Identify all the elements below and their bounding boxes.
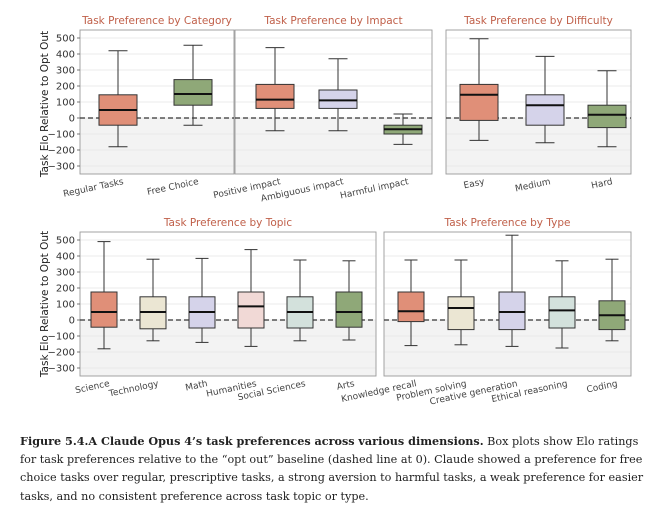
y-tick-label: −300 [48, 162, 75, 173]
x-tick-label: Math [185, 379, 209, 393]
x-tick-label: Free Choice [146, 177, 200, 198]
panel-frame [234, 29, 433, 175]
box-medium [525, 55, 565, 144]
y-tick-label: 200 [56, 82, 75, 93]
y-tick-label: 0 [69, 114, 75, 125]
panel-title: Task Preference by Impact [263, 15, 402, 27]
box-hard [587, 70, 627, 148]
panel-title: Task Preference by Difficulty [463, 15, 613, 27]
x-tick-label: Technology [107, 379, 160, 400]
x-tick-label: Medium [514, 177, 551, 194]
box-knowledge-recall [397, 259, 425, 347]
box-coding [598, 258, 626, 342]
panel-3: Task Preference by Difficulty Easy Medium H… [445, 15, 632, 194]
box-ethical-reasoning [548, 260, 576, 349]
panel-title: Task Preference by Category [81, 15, 232, 27]
negative-region [80, 320, 376, 376]
box-iqr [318, 89, 358, 109]
y-tick-label: 400 [56, 252, 75, 263]
y-tick-label: 100 [56, 300, 75, 311]
box-iqr [498, 291, 526, 331]
y-axis-label: Task Elo Relative to Opt Out [39, 231, 51, 378]
y-tick-label: 0 [69, 316, 75, 327]
box-social-sciences [286, 259, 314, 342]
panel-title: Task Preference by Topic [163, 217, 292, 229]
x-tick-label: Hard [590, 177, 613, 191]
y-tick-label: 300 [56, 66, 75, 77]
box-creative-generation [498, 234, 526, 347]
box-ambiguous-impact [318, 58, 358, 132]
box-iqr [548, 296, 576, 329]
caption-title: Figure 5.4.A Claude Opus 4’s task prefer… [20, 434, 484, 448]
panel-frame [383, 231, 632, 377]
box-humanities [237, 249, 265, 347]
y-tick-label: 500 [56, 236, 75, 247]
box-easy [459, 38, 499, 141]
y-tick-label: −200 [48, 348, 75, 359]
negative-region [80, 118, 234, 174]
box-problem-solving [447, 259, 475, 346]
y-tick-label: 500 [56, 34, 75, 45]
box-regular-tasks [98, 50, 138, 148]
y-tick-label: −300 [48, 364, 75, 375]
y-tick-label: 400 [56, 50, 75, 61]
panel-1: −300 −200 −100 0 100 200 300 400 500 Task Prefere… [48, 15, 235, 200]
box-iqr [587, 104, 627, 129]
y-tick-label: −100 [48, 130, 75, 141]
box-free-choice [173, 44, 213, 126]
y-axis-label: Task Elo Relative to Opt Out [39, 31, 51, 178]
y-tick-label: 100 [56, 98, 75, 109]
panel-title: Task Preference by Type [444, 217, 571, 229]
box-math [188, 257, 216, 343]
box-iqr [459, 83, 499, 121]
x-tick-label: Easy [463, 177, 486, 191]
box-iqr [525, 94, 565, 126]
box-iqr [237, 291, 265, 329]
figure-5-4-a: Task Elo Relative to Opt Out Task Elo Rel… [39, 15, 632, 408]
box-arts [335, 260, 363, 341]
y-tick-label: 200 [56, 284, 75, 295]
box-iqr [335, 291, 363, 328]
caption-body: Box plots show Elo ratings for task pref… [20, 435, 644, 503]
x-tick-label: Science [74, 379, 111, 396]
box-iqr [90, 291, 118, 328]
box-science [90, 241, 118, 350]
panel-4: −300 −200 −100 0 100 200 300 400 500 Task Prefere… [48, 217, 377, 403]
y-tick-label: −200 [48, 146, 75, 157]
x-tick-label: Regular Tasks [62, 177, 125, 200]
box-technology [139, 258, 167, 342]
box-harmful-impact [383, 113, 423, 145]
box-iqr [397, 291, 425, 323]
y-tick-label: 300 [56, 268, 75, 279]
panel-frame [445, 29, 632, 175]
box-iqr [447, 296, 475, 331]
x-tick-label: Arts [336, 379, 356, 393]
box-iqr [173, 79, 213, 106]
figure-caption: Figure 5.4.A Claude Opus 4’s task prefer… [20, 432, 652, 506]
box-iqr [255, 83, 295, 109]
y-tick-label: −100 [48, 332, 75, 343]
x-tick-label: Harmful impact [339, 177, 410, 201]
x-tick-label: Coding [586, 379, 619, 395]
box-positive-impact [255, 47, 295, 132]
